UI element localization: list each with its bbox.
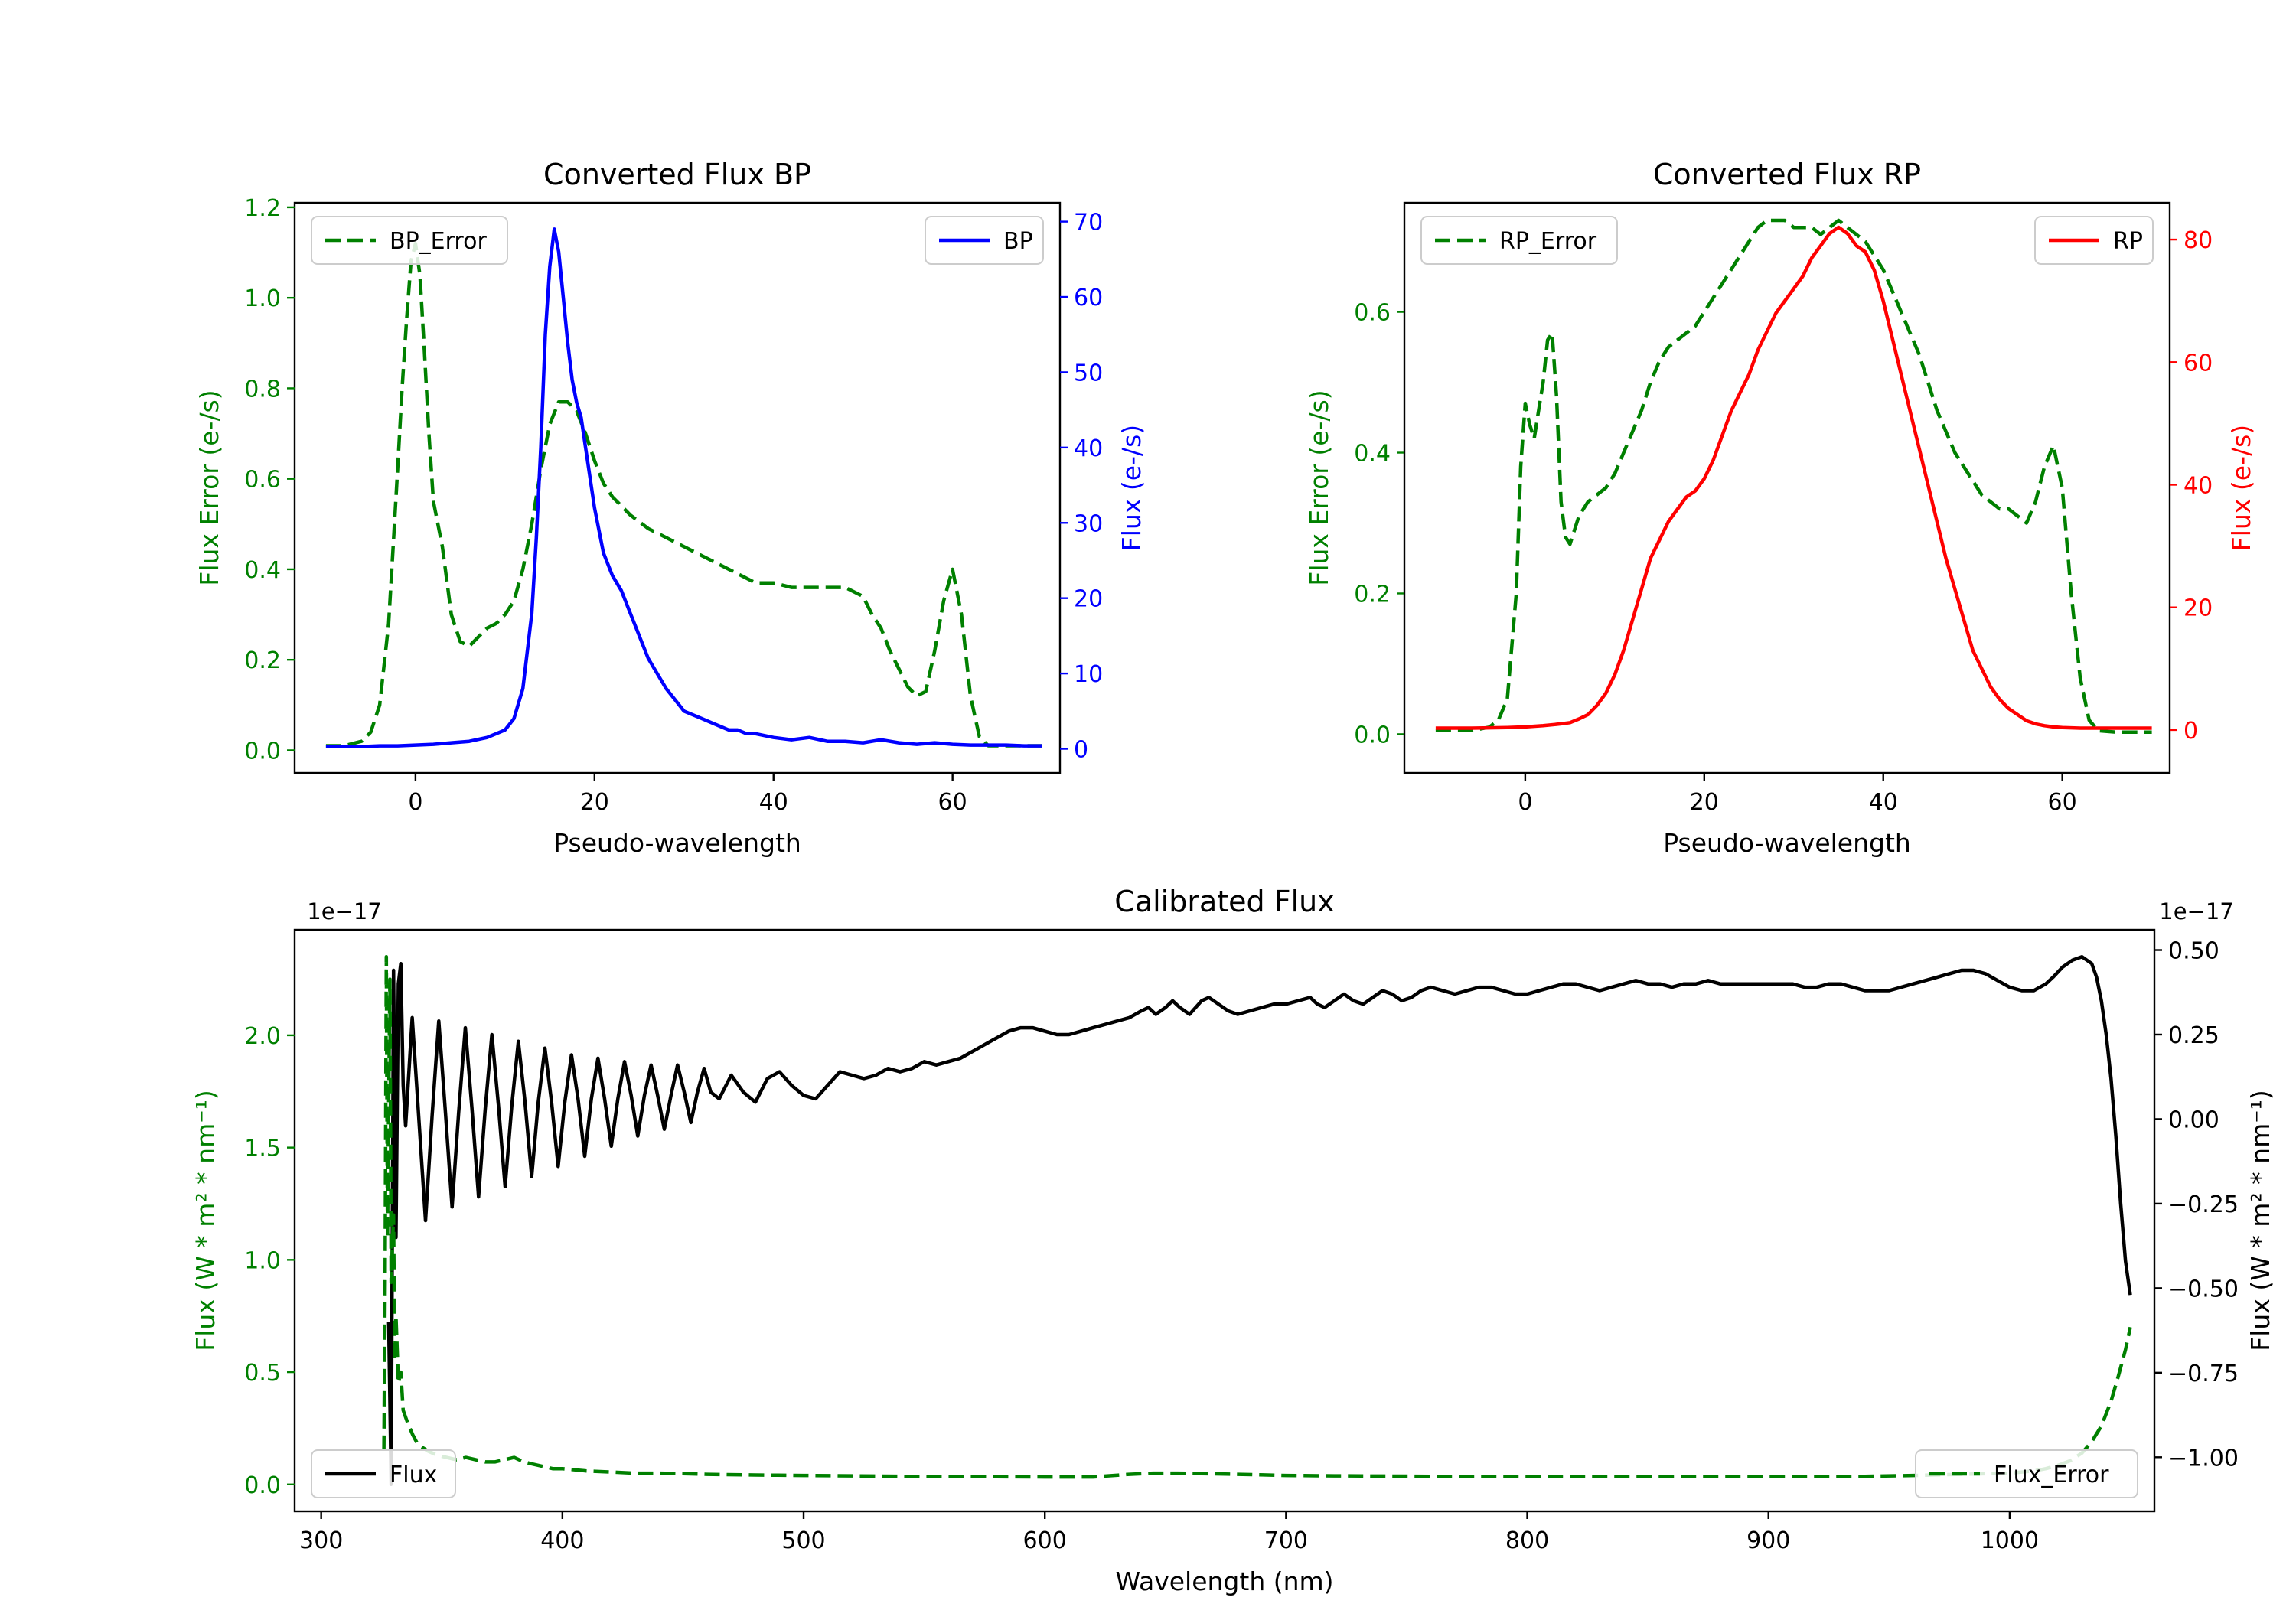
y-tick-label-right: 40 — [2183, 472, 2213, 499]
series-Flux — [386, 955, 2132, 1486]
y-axis-label-right: Flux (e-/s) — [1117, 425, 1146, 551]
x-tick-label: 600 — [1023, 1527, 1067, 1554]
y-tick-label-left: 0.8 — [244, 376, 281, 403]
series-BP — [325, 227, 1042, 748]
y-axis-label-left: Flux Error (e-/s) — [194, 390, 224, 585]
y-tick-label-right: −1.00 — [2168, 1445, 2239, 1472]
series-RP — [1435, 225, 2152, 730]
x-tick-label: 400 — [540, 1527, 584, 1554]
x-tick-label: 900 — [1746, 1527, 1790, 1554]
y-tick-label-left: 0.0 — [244, 1472, 281, 1499]
x-axis-label: Pseudo-wavelength — [1663, 828, 1911, 858]
y-tick-label-left: 0.0 — [1354, 722, 1391, 748]
legend-RP_Error: RP_Error — [1420, 216, 1618, 265]
legend-box — [311, 216, 508, 265]
x-tick-label: 700 — [1264, 1527, 1308, 1554]
y-axis-label-left: Flux (W * m² * nm⁻¹) — [191, 1090, 220, 1351]
y-tick-label-left: 0.6 — [1354, 300, 1391, 327]
y-tick-label-right: 0 — [1074, 737, 1088, 764]
legend-label: RP — [2113, 228, 2143, 255]
y-tick-label-right: 0 — [2183, 718, 2198, 745]
y-tick-label-right: 0.00 — [2168, 1107, 2219, 1133]
y-tick-label-left: 1.0 — [244, 285, 281, 312]
legend-RP: RP — [2034, 216, 2154, 265]
legend-label: Flux — [390, 1462, 437, 1488]
y-tick-label-left: 0.2 — [1354, 581, 1391, 608]
chart-title: Calibrated Flux — [1114, 885, 1334, 918]
chart-cal: 300 400 500 600 700 800 900 1000 0.0 0.5 1.0 1.5 2.0… — [191, 885, 2275, 1596]
x-tick-label: 60 — [2048, 789, 2077, 816]
x-tick-label: 20 — [580, 789, 609, 816]
y-tick-label-right: 80 — [2183, 227, 2213, 254]
y-tick-label-left: 1.0 — [244, 1247, 281, 1274]
x-tick-label: 40 — [759, 789, 788, 816]
x-tick-label: 0 — [1518, 789, 1532, 816]
legend-BP_Error: BP_Error — [311, 216, 508, 265]
y-tick-label-right: 10 — [1074, 661, 1103, 688]
legend-label: BP — [1003, 228, 1033, 255]
legend-Flux_Error: Flux_Error — [1915, 1449, 2138, 1498]
x-tick-label: 40 — [1869, 789, 1898, 816]
y-tick-label-left: 0.4 — [1354, 441, 1391, 468]
y-tick-label-right: −0.25 — [2168, 1191, 2239, 1218]
y-tick-label-left: 0.6 — [244, 467, 281, 494]
x-tick-label: 300 — [299, 1527, 343, 1554]
x-tick-label: 1000 — [1981, 1527, 2039, 1554]
y-tick-label-right: 50 — [1074, 360, 1103, 386]
x-axis-label: Wavelength (nm) — [1115, 1566, 1333, 1596]
y-tick-label-right: 30 — [1074, 510, 1103, 537]
y-tick-label-right: 70 — [1074, 210, 1103, 236]
y-tick-label-right: 20 — [2183, 595, 2213, 622]
legend-box — [1420, 216, 1618, 265]
chart-bp: 0 20 40 60 0.0 0.2 0.4 0.6 0.8 1.0 1.2 0 10 20 30 40 50 6… — [194, 158, 1146, 858]
y-tick-label-right: 20 — [1074, 586, 1103, 613]
y-tick-label-left: 0.0 — [244, 738, 281, 764]
legend-label: Flux_Error — [1994, 1462, 2109, 1488]
x-tick-label: 20 — [1690, 789, 1719, 816]
y-tick-label-left: 2.0 — [244, 1023, 281, 1050]
legend-box — [311, 1449, 456, 1498]
legend-label: RP_Error — [1499, 228, 1597, 255]
legend-label: BP_Error — [390, 228, 487, 255]
y-tick-label-right: 40 — [1074, 435, 1103, 462]
offset-text-right: 1e−17 — [2159, 898, 2234, 924]
plot-area-rp — [1435, 218, 2152, 734]
y-tick-label-right: 0.25 — [2168, 1022, 2219, 1049]
y-tick-label-right: 60 — [1074, 285, 1103, 311]
x-tick-label: 800 — [1505, 1527, 1549, 1554]
y-tick-label-right: −0.75 — [2168, 1361, 2239, 1387]
y-axis-label-right: Flux (e-/s) — [2226, 425, 2256, 551]
y-tick-label-left: 1.5 — [244, 1136, 281, 1162]
offset-text-left: 1e−17 — [307, 898, 382, 924]
x-tick-label: 500 — [781, 1527, 825, 1554]
axes-spines — [293, 928, 2156, 1513]
chart-title: Converted Flux RP — [1653, 158, 1921, 191]
axes-spines — [1403, 201, 2171, 774]
axes-spines — [293, 201, 1062, 774]
y-tick-label-left: 0.4 — [244, 557, 281, 584]
y-tick-label-left: 0.5 — [244, 1360, 281, 1387]
y-tick-label-right: 0.50 — [2168, 938, 2219, 965]
y-tick-label-right: −0.50 — [2168, 1276, 2239, 1302]
y-axis-label-left: Flux Error (e-/s) — [1304, 390, 1334, 585]
chart-title: Converted Flux BP — [543, 158, 811, 191]
y-axis-label-right: Flux (W * m² * nm⁻¹) — [2245, 1090, 2275, 1351]
x-axis-label: Pseudo-wavelength — [553, 828, 801, 858]
legend-BP: BP — [925, 216, 1044, 265]
legend-Flux: Flux — [311, 1449, 456, 1498]
y-tick-label-left: 1.2 — [244, 195, 281, 222]
y-tick-label-left: 0.2 — [244, 647, 281, 674]
x-tick-label: 60 — [938, 789, 967, 816]
x-tick-label: 0 — [408, 789, 422, 816]
legend-box — [1915, 1449, 2138, 1498]
y-tick-label-right: 60 — [2183, 350, 2213, 376]
chart-rp: 0 20 40 60 0.0 0.2 0.4 0.6 0 20 40 60 80 Converted Fl… — [1304, 158, 2256, 858]
